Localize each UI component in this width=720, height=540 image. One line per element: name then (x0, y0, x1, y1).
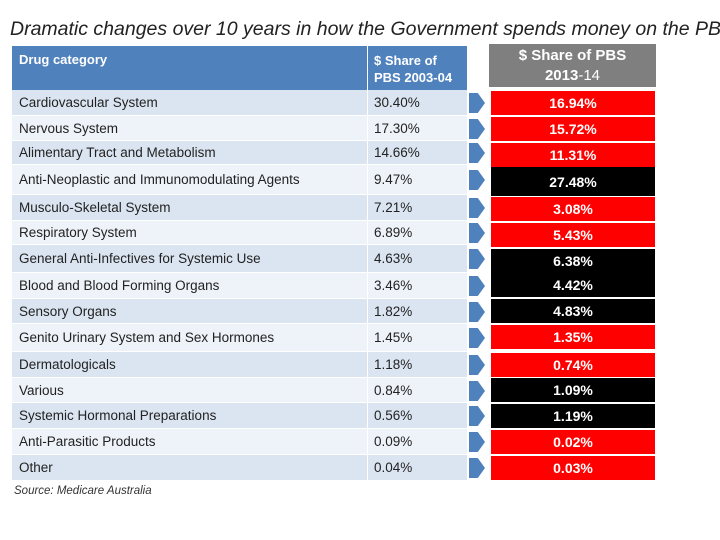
drug-category-cell: Respiratory System (12, 221, 368, 244)
table-row: Dermatologicals 1.18% (12, 352, 467, 378)
share-2013-value: 4.42% (491, 273, 655, 297)
table-row: Sensory Organs 1.82% (12, 299, 467, 324)
share-2003-cell: 30.40% (374, 95, 420, 110)
drug-category-cell: Systemic Hormonal Preparations (12, 403, 368, 428)
table-row: Alimentary Tract and Metabolism 14.66% (12, 141, 467, 165)
page-title: Dramatic changes over 10 years in how th… (10, 18, 720, 40)
arrow-right-icon (469, 406, 485, 426)
share-2013-year: 2013 (544, 67, 579, 84)
drug-category-cell: Anti-Neoplastic and Immunomodulating Age… (12, 165, 368, 194)
share-2013-value: 6.38% (491, 249, 655, 273)
arrow-right-icon (469, 328, 485, 348)
share-2013-value: 5.43% (491, 223, 655, 247)
share-2013-header-line1: $ Share of PBS (518, 47, 627, 64)
pbs-share-table: Drug category $ Share of PBS 2003-04 Car… (12, 46, 467, 481)
table-row: Blood and Blood Forming Organs 3.46% (12, 273, 467, 299)
share-2003-cell: 14.66% (374, 145, 420, 160)
table-row: Systemic Hormonal Preparations 0.56% (12, 403, 467, 429)
table-row: Other 0.04% (12, 455, 467, 481)
drug-category-cell: Genito Urinary System and Sex Hormones (12, 324, 368, 351)
share-2013-value: 11.31% (491, 143, 655, 167)
table-row: Various 0.84% (12, 378, 467, 403)
drug-category-cell: Sensory Organs (12, 299, 368, 323)
table-row: Anti-Neoplastic and Immunomodulating Age… (12, 165, 467, 195)
table-row: Genito Urinary System and Sex Hormones 1.… (12, 324, 467, 352)
header-share-line2: PBS 2003-04 (374, 70, 453, 85)
share-2003-cell: 9.47% (374, 172, 413, 187)
arrow-right-icon (469, 432, 485, 452)
share-2003-cell: 0.09% (374, 434, 413, 449)
share-2003-cell: 0.04% (374, 460, 413, 475)
drug-category-cell: Dermatologicals (12, 352, 368, 377)
share-2003-cell: 17.30% (374, 120, 420, 136)
share-2003-cell: 6.89% (374, 225, 413, 240)
arrow-right-icon (469, 143, 485, 163)
share-2003-cell: 1.82% (374, 303, 413, 319)
share-2003-cell: 1.45% (374, 330, 413, 345)
share-2003-cell: 0.56% (374, 408, 413, 423)
arrow-right-icon (469, 276, 485, 296)
arrow-right-icon (469, 198, 485, 218)
drug-category-cell: Cardiovascular System (12, 90, 368, 115)
share-2013-header-line2: 2013-14 (489, 66, 656, 86)
share-2013-value: 0.02% (491, 430, 655, 454)
header-drug-category: Drug category (12, 46, 368, 90)
arrow-right-icon (469, 381, 485, 401)
table-row: Cardiovascular System 30.40% (12, 90, 467, 116)
table-row: Anti-Parasitic Products 0.09% (12, 429, 467, 455)
share-2003-cell: 3.46% (374, 278, 413, 293)
table-row: General Anti-Infectives for Systemic Use… (12, 245, 467, 273)
table-header: Drug category $ Share of PBS 2003-04 (12, 46, 467, 90)
arrow-right-icon (469, 249, 485, 269)
table-row: Nervous System 17.30% (12, 116, 467, 141)
drug-category-cell: Alimentary Tract and Metabolism (12, 141, 368, 164)
drug-category-cell: Various (12, 378, 368, 402)
table-body: Cardiovascular System 30.40% Nervous Syste… (12, 90, 467, 481)
arrow-right-icon (469, 170, 485, 190)
arrow-right-icon (469, 119, 485, 139)
arrow-right-icon (469, 355, 485, 375)
header-share-line1: $ Share of (374, 53, 437, 68)
arrow-right-icon (469, 223, 485, 243)
source-note: Source: Medicare Australia (14, 485, 152, 497)
drug-category-cell: Nervous System (12, 116, 368, 140)
table-row: Respiratory System 6.89% (12, 221, 467, 245)
share-2013-value: 1.19% (491, 404, 655, 428)
share-2013-year-suffix: -14 (578, 67, 601, 84)
drug-category-cell: Blood and Blood Forming Organs (12, 273, 368, 298)
share-2013-value: 1.09% (491, 378, 655, 402)
share-2013-value: 16.94% (491, 91, 655, 115)
drug-category-cell: Musculo-Skeletal System (12, 195, 368, 220)
share-2013-value: 27.48% (491, 167, 655, 196)
arrow-right-icon (469, 302, 485, 322)
share-2003-cell: 1.18% (374, 357, 413, 372)
arrow-right-icon (469, 458, 485, 478)
share-2013-value: 15.72% (491, 117, 655, 141)
drug-category-cell: Anti-Parasitic Products (12, 429, 368, 454)
table-row: Musculo-Skeletal System 7.21% (12, 195, 467, 221)
share-2013-value: 0.74% (491, 353, 655, 377)
drug-category-cell: Other (12, 455, 368, 480)
share-2013-value: 0.03% (491, 456, 655, 480)
share-2013-value: 3.08% (491, 197, 655, 221)
share-2003-cell: 4.63% (374, 251, 413, 266)
header-share-2003: $ Share of PBS 2003-04 (368, 46, 467, 90)
share-2003-cell: 7.21% (374, 200, 413, 215)
drug-category-cell: General Anti-Infectives for Systemic Use (12, 245, 368, 272)
arrow-right-icon (469, 93, 485, 113)
share-2013-value: 4.83% (491, 299, 655, 323)
share-2013-value: 1.35% (491, 325, 655, 349)
share-2003-cell: 0.84% (374, 382, 413, 398)
share-2013-header: $ Share of PBS 2013-14 (489, 44, 656, 87)
